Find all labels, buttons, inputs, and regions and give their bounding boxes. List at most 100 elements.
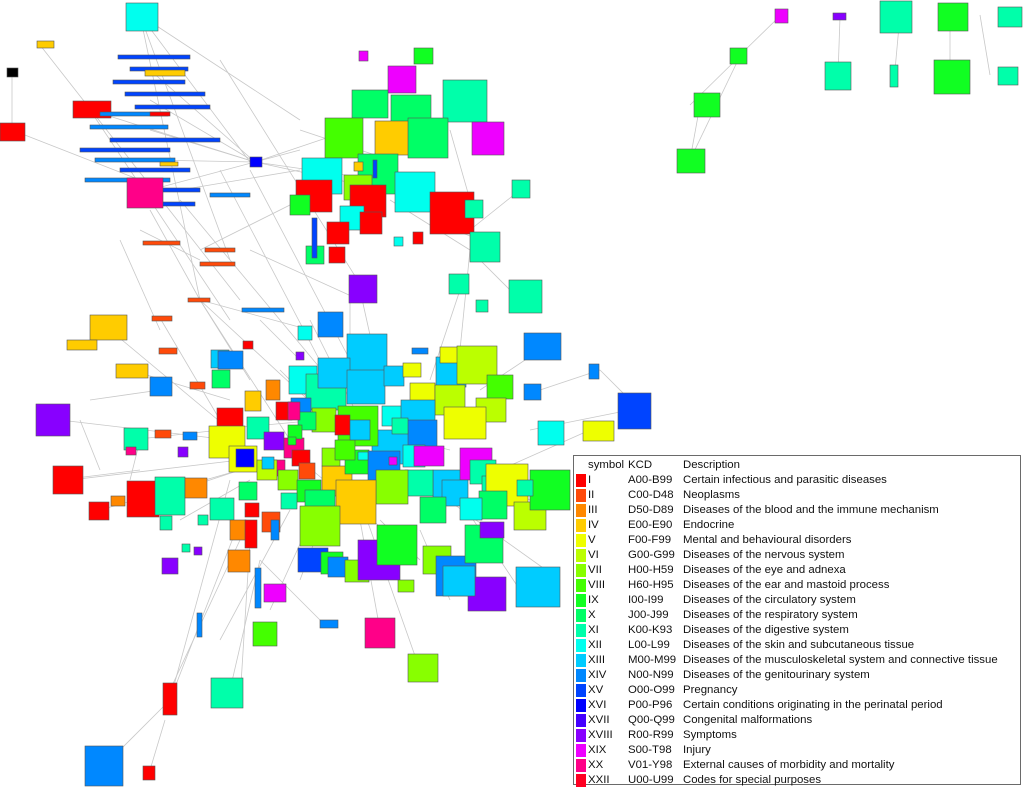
network-node	[326, 221, 350, 245]
network-node	[508, 279, 543, 314]
legend-swatch	[576, 474, 586, 487]
network-node	[177, 446, 189, 458]
network-edge	[254, 149, 301, 163]
legend-kcd: J00-J99	[628, 609, 669, 621]
legend-swatch	[576, 549, 586, 562]
network-node	[126, 480, 160, 518]
legend-kcd: Q00-Q99	[628, 714, 675, 726]
legend-kcd: D50-D89	[628, 504, 674, 516]
network-node	[523, 383, 542, 401]
network-node	[270, 519, 280, 541]
legend-kcd: G00-G99	[628, 549, 675, 561]
network-node	[287, 436, 297, 446]
network-node	[443, 406, 487, 440]
network-edge	[89, 389, 161, 401]
network-edge	[179, 169, 301, 191]
network-node	[486, 374, 514, 400]
network-node	[209, 497, 235, 521]
legend-row: VIII H60-H95 Diseases of the ear and masto…	[574, 578, 1020, 593]
network-node	[582, 420, 615, 442]
network-node	[159, 161, 179, 167]
network-node	[479, 521, 505, 539]
legend-header-symbol: symbol	[588, 459, 625, 471]
legend-description: Pregnancy	[683, 684, 738, 696]
legend-description: Neoplasms	[683, 489, 740, 501]
legend-header-description: Description	[683, 459, 740, 471]
network-node	[328, 246, 346, 264]
legend-description: Diseases of the digestive system	[683, 624, 849, 636]
network-node	[933, 59, 971, 95]
network-node	[372, 159, 378, 179]
legend-symbol: X	[588, 609, 596, 621]
network-node	[319, 619, 339, 629]
network-node	[407, 117, 449, 159]
network-node	[409, 382, 436, 402]
legend-description: Symptoms	[683, 729, 737, 741]
network-node	[6, 67, 19, 78]
network-node	[151, 315, 173, 322]
network-node	[334, 414, 351, 436]
network-edge	[139, 14, 251, 163]
legend-symbol: XI	[588, 624, 599, 636]
network-edge	[139, 14, 301, 121]
network-node	[391, 417, 409, 435]
network-node	[246, 416, 270, 440]
legend-swatch	[576, 744, 586, 757]
legend-row: XV O00-O99 Pregnancy	[574, 683, 1020, 698]
network-node	[464, 199, 484, 219]
legend-row: XI K00-K93 Diseases of the digestive syste…	[574, 623, 1020, 638]
legend-description: Diseases of the ear and mastoid process	[683, 579, 890, 591]
network-node	[89, 124, 169, 130]
network-node	[124, 91, 206, 97]
network-node	[79, 147, 171, 153]
network-node	[265, 379, 281, 401]
network-edge	[79, 419, 101, 471]
network-edge	[149, 719, 166, 771]
legend-swatch	[576, 774, 586, 787]
legend-symbol: I	[588, 474, 592, 486]
network-node	[144, 69, 186, 77]
network-node	[154, 476, 186, 516]
network-node	[197, 514, 209, 526]
legend-row: XIII M00-M99 Diseases of the musculoskelet…	[574, 653, 1020, 668]
network-node	[110, 495, 126, 507]
network-node	[448, 273, 470, 295]
network-node	[94, 157, 176, 163]
legend-swatch	[576, 714, 586, 727]
network-node	[588, 363, 600, 380]
network-node	[52, 465, 84, 495]
network-node	[515, 566, 561, 608]
network-node	[997, 6, 1023, 28]
network-node	[346, 333, 388, 373]
legend-kcd: V01-Y98	[628, 759, 673, 771]
legend-description: Certain conditions originating in the pe…	[683, 699, 943, 711]
legend-description: Codes for special purposes	[683, 774, 822, 786]
legend-description: Diseases of the eye and adnexa	[683, 564, 846, 576]
network-node	[375, 469, 409, 505]
network-node	[125, 446, 137, 456]
legend-header-kcd: KCD	[628, 459, 653, 471]
legend-swatch	[576, 639, 586, 652]
network-edge	[169, 519, 241, 701]
legend-symbol: III	[588, 504, 598, 516]
network-node	[397, 579, 415, 593]
network-node	[299, 505, 341, 547]
legend-symbol: IX	[588, 594, 599, 606]
network-node	[125, 2, 159, 32]
network-node	[241, 307, 285, 313]
network-node	[142, 240, 181, 246]
legend-row: XVIII R00-R99 Symptoms	[574, 728, 1020, 743]
network-node	[242, 340, 254, 350]
legend-symbol: XV	[588, 684, 604, 696]
network-node	[211, 369, 231, 389]
legend-symbol: IV	[588, 519, 599, 531]
network-node	[161, 557, 179, 575]
network-node	[0, 122, 26, 142]
network-node	[413, 445, 445, 467]
network-node	[252, 621, 278, 647]
legend-row: VII H00-H59 Diseases of the eye and adnexa	[574, 563, 1020, 578]
network-node	[824, 61, 852, 91]
legend-description: Diseases of the musculoskeletal system a…	[683, 654, 998, 666]
network-edge	[199, 299, 311, 331]
